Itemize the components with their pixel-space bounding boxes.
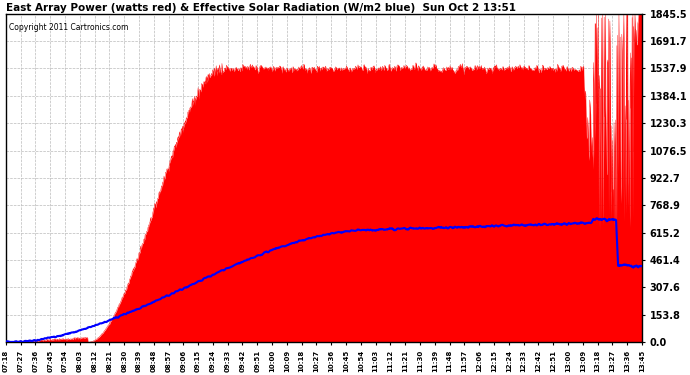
- Text: East Array Power (watts red) & Effective Solar Radiation (W/m2 blue)  Sun Oct 2 : East Array Power (watts red) & Effective…: [6, 3, 516, 13]
- Text: Copyright 2011 Cartronics.com: Copyright 2011 Cartronics.com: [9, 23, 128, 32]
